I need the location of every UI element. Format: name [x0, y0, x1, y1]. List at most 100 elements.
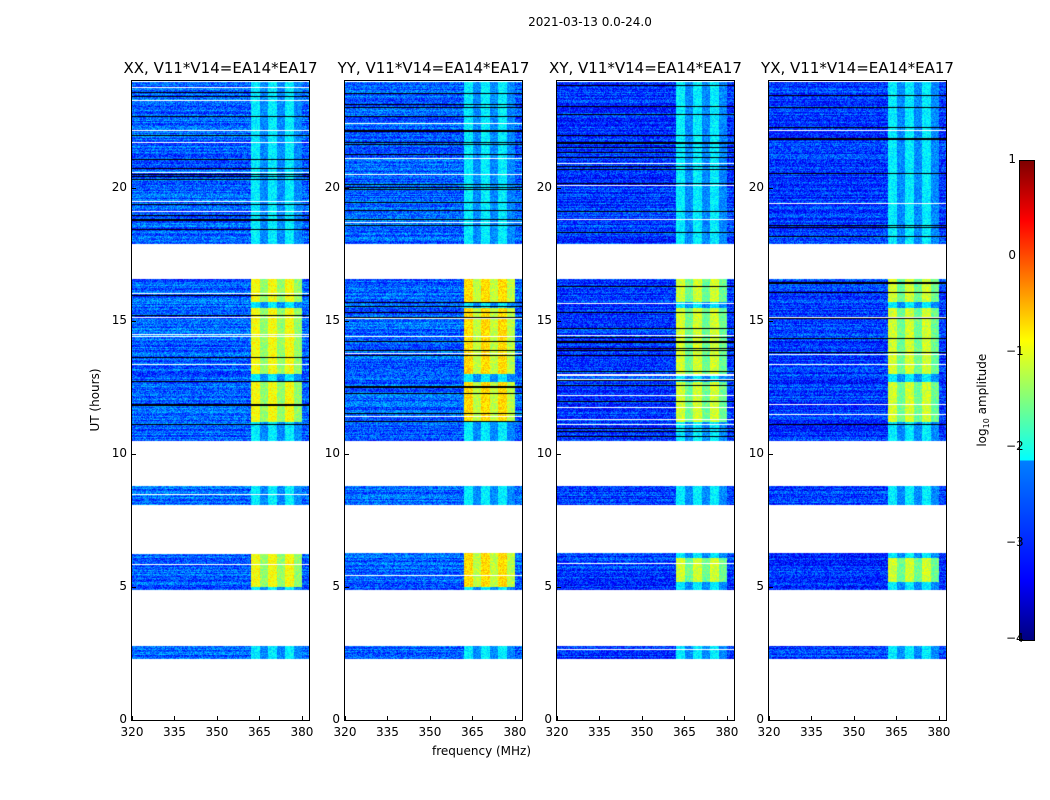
y-tick-label: 10 — [111, 445, 127, 460]
y-tick-mark — [769, 453, 773, 455]
colorbar — [1019, 160, 1035, 641]
y-tick-mark — [132, 586, 136, 588]
y-tick-mark — [557, 187, 561, 189]
y-axis-label: UT (hours) — [88, 368, 102, 432]
x-tick-label: 320 — [757, 725, 781, 739]
x-tick-mark — [684, 716, 686, 720]
x-tick-mark — [811, 716, 813, 720]
y-tick-mark — [557, 586, 561, 588]
panel-title: YY, V11*V14=EA14*EA17 — [337, 59, 530, 77]
y-tick-label: 20 — [324, 179, 340, 194]
y-tick-label: 10 — [748, 445, 764, 460]
y-tick-label: 15 — [324, 312, 340, 327]
x-tick-mark — [345, 716, 346, 720]
x-tick-label: 320 — [120, 725, 144, 739]
x-tick-mark — [301, 716, 303, 720]
y-tick-mark — [769, 187, 773, 189]
y-tick-mark — [345, 320, 349, 322]
y-tick-mark — [557, 453, 561, 455]
colorbar-tick-label: −4 — [1006, 631, 1024, 645]
y-tick-mark — [132, 453, 136, 455]
y-tick-mark — [345, 586, 349, 588]
colorbar-tick-label: −2 — [1006, 439, 1024, 454]
panel-title: XY, V11*V14=EA14*EA17 — [549, 59, 742, 77]
y-tick-label: 20 — [536, 179, 552, 194]
x-tick-label: 380 — [503, 725, 527, 739]
heatmap-panel-yy: YY, V11*V14=EA14*EA17 320 335 350 365 380 0 5 10… — [325, 59, 530, 739]
x-tick-label: 335 — [588, 725, 611, 739]
y-tick-mark — [132, 187, 136, 189]
x-tick-label: 380 — [290, 725, 314, 739]
x-tick-mark — [938, 716, 940, 720]
y-tick-mark — [345, 453, 349, 455]
x-tick-label: 350 — [630, 725, 654, 739]
colorbar-tick-label: −3 — [1006, 535, 1024, 550]
y-tick-mark — [345, 187, 349, 189]
y-tick-label: 5 — [544, 578, 552, 593]
y-tick-mark — [345, 720, 349, 721]
y-tick-label: 15 — [111, 312, 127, 327]
x-tick-mark — [853, 716, 855, 720]
y-tick-mark — [132, 320, 136, 322]
x-tick-mark — [557, 716, 558, 720]
y-tick-label: 10 — [324, 445, 340, 460]
y-tick-label: 10 — [536, 445, 552, 460]
x-tick-label: 335 — [800, 725, 823, 739]
x-tick-mark — [514, 716, 516, 720]
x-tick-mark — [896, 716, 898, 720]
x-tick-label: 350 — [205, 725, 229, 739]
y-tick-mark — [557, 320, 561, 322]
panel-title: XX, V11*V14=EA14*EA17 — [123, 59, 318, 77]
heatmap-panel-yx: YX, V11*V14=EA14*EA17 320 335 350 365 380 0 5 10… — [749, 59, 954, 739]
x-tick-label: 380 — [927, 725, 951, 739]
x-tick-label: 350 — [842, 725, 866, 739]
colorbar-label: log10 amplitude — [974, 353, 992, 447]
x-tick-label: 335 — [163, 725, 186, 739]
y-tick-label: 5 — [756, 578, 764, 593]
x-tick-label: 320 — [545, 725, 569, 739]
y-tick-label: 15 — [536, 312, 552, 327]
y-tick-label: 20 — [748, 179, 764, 194]
heatmap-image — [132, 81, 309, 720]
y-tick-mark — [557, 720, 561, 721]
x-tick-mark — [769, 716, 770, 720]
colorbar-tick-label: −1 — [1006, 343, 1024, 358]
x-tick-label: 335 — [376, 725, 399, 739]
y-tick-label: 0 — [544, 712, 552, 726]
figure-title: 2021-03-13 0.0-24.0 — [528, 15, 652, 29]
y-tick-mark — [769, 320, 773, 322]
x-tick-label: 380 — [715, 725, 739, 739]
x-tick-mark — [387, 716, 389, 720]
x-axis-label: frequency (MHz) — [432, 744, 532, 758]
y-tick-label: 0 — [756, 712, 764, 726]
x-tick-mark — [216, 716, 218, 720]
x-tick-label: 365 — [247, 725, 271, 739]
y-tick-mark — [132, 720, 136, 721]
x-tick-mark — [132, 716, 133, 720]
heatmap-image — [557, 81, 734, 720]
colorbar-tick-label: 0 — [1008, 247, 1016, 262]
y-tick-label: 5 — [119, 578, 127, 593]
x-tick-label: 350 — [418, 725, 442, 739]
x-tick-label: 365 — [672, 725, 696, 739]
x-tick-label: 365 — [884, 725, 908, 739]
x-tick-label: 320 — [333, 725, 357, 739]
x-tick-mark — [259, 716, 261, 720]
y-tick-mark — [769, 586, 773, 588]
heatmap-panel-xx: XX, V11*V14=EA14*EA17 320 335 350 365 380 0 5 10… — [112, 59, 318, 739]
panel-title: YX, V11*V14=EA14*EA17 — [761, 59, 954, 77]
colorbar-tick-label: 1 — [1008, 152, 1016, 166]
x-tick-mark — [472, 716, 474, 720]
heatmap-image — [345, 81, 522, 720]
heatmap-image — [769, 81, 946, 720]
x-tick-mark — [641, 716, 643, 720]
y-tick-label: 0 — [332, 712, 340, 726]
x-tick-mark — [429, 716, 431, 720]
y-tick-mark — [769, 720, 773, 721]
heatmap-panel-xy: XY, V11*V14=EA14*EA17 320 335 350 365 380 0 5 10… — [537, 59, 742, 739]
x-tick-mark — [599, 716, 601, 720]
x-tick-mark — [174, 716, 176, 720]
y-tick-label: 15 — [748, 312, 764, 327]
y-tick-label: 0 — [119, 712, 127, 726]
